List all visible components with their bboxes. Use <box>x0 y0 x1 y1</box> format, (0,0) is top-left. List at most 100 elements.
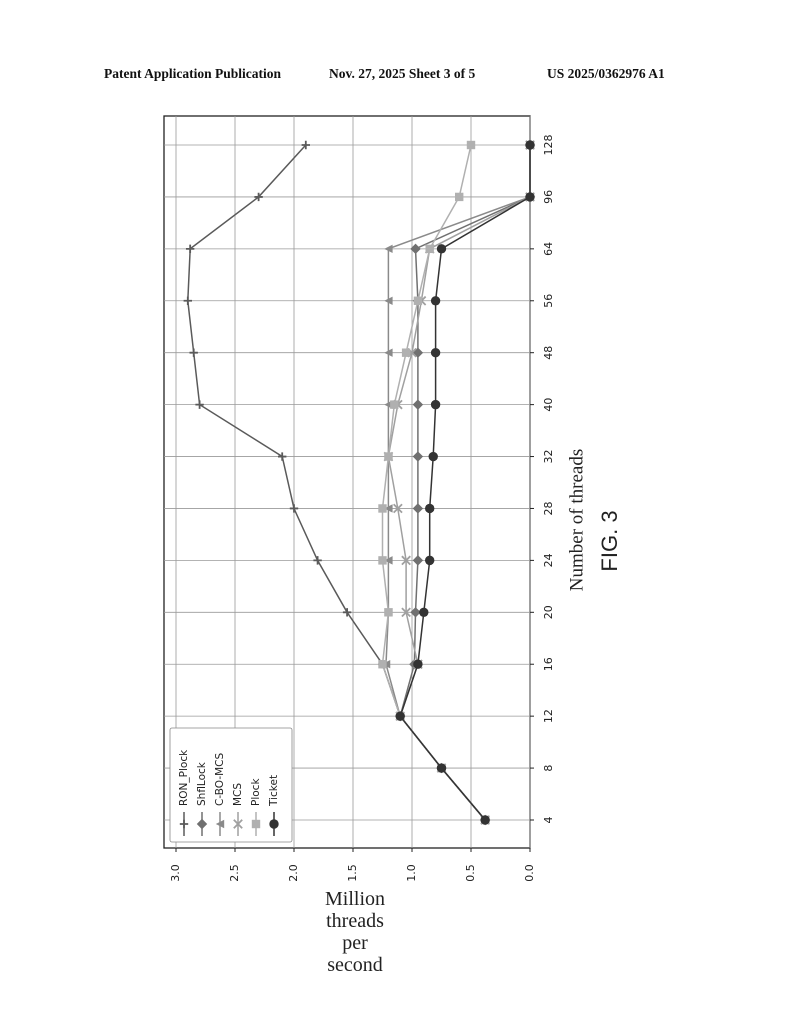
data-point <box>525 192 535 202</box>
legend-label: RON_Plock <box>178 749 190 806</box>
data-point <box>466 140 476 150</box>
data-point <box>525 140 535 150</box>
x-tick-label: 40 <box>542 398 555 412</box>
data-point <box>251 819 261 829</box>
data-point <box>425 244 434 254</box>
x-tick-label: 20 <box>542 605 555 619</box>
y-tick-label: 1.0 <box>405 864 418 882</box>
data-point <box>384 556 393 565</box>
x-tick-label: 8 <box>542 765 555 772</box>
legend: RON_Plock ShflLock C-BO-MCS MCS Plock Ticket <box>169 727 293 843</box>
data-point <box>278 452 287 461</box>
data-point <box>301 140 310 150</box>
y-axis-label-line: threads <box>326 910 384 932</box>
x-tick-label: 128 <box>542 135 555 156</box>
publication-label: Patent Application Publication <box>104 66 282 81</box>
data-point <box>384 244 393 254</box>
data-point <box>183 296 192 305</box>
data-point <box>430 296 441 306</box>
plot-area <box>163 115 531 849</box>
data-point <box>436 244 447 254</box>
series-line <box>399 145 531 821</box>
data-point <box>393 503 403 514</box>
y-tick-label: 3.0 <box>169 864 182 882</box>
data-point <box>378 504 387 513</box>
x-tick-label: 32 <box>542 450 555 464</box>
data-point <box>384 504 393 513</box>
data-point <box>384 608 393 617</box>
data-point <box>401 607 411 618</box>
legend-label: ShflLock <box>196 761 208 806</box>
data-point <box>425 555 435 566</box>
data-point <box>480 815 490 825</box>
data-point <box>378 660 387 669</box>
y-axis-label: Million threads per second <box>325 888 385 976</box>
x-tick-label: 28 <box>542 501 555 515</box>
legend-entry: Ticket <box>268 775 280 836</box>
data-point <box>196 818 208 830</box>
y-axis-label-line: Million <box>325 888 385 910</box>
legend-label: MCS <box>232 783 244 806</box>
data-point <box>401 348 411 357</box>
data-point <box>233 819 243 829</box>
data-point <box>289 504 299 513</box>
data-point <box>384 348 393 357</box>
legend-label: Ticket <box>268 775 280 807</box>
data-point <box>401 555 411 566</box>
data-point <box>410 607 421 618</box>
data-point <box>412 555 424 566</box>
legend-label: C-BO-MCS <box>214 752 226 806</box>
x-tick-label: 96 <box>542 190 555 204</box>
legend-entry: ShflLock <box>196 761 208 836</box>
data-point <box>189 348 198 357</box>
figure-label: FIG. 3 <box>597 510 622 571</box>
data-point <box>412 399 424 410</box>
data-point <box>342 608 352 617</box>
x-tick-label: 12 <box>542 709 555 723</box>
x-tick-label: 4 <box>542 817 555 824</box>
y-tick-label: 0.5 <box>464 864 477 882</box>
data-point <box>269 819 279 829</box>
data-point <box>412 451 424 462</box>
data-point <box>412 503 424 514</box>
data-point <box>413 659 423 669</box>
data-point <box>425 503 435 514</box>
data-point <box>254 192 263 202</box>
series-line <box>381 144 486 821</box>
y-tick-label: 1.5 <box>346 864 359 882</box>
y-tick-label: 0.0 <box>523 864 536 882</box>
data-point <box>436 763 447 773</box>
data-point <box>430 399 441 410</box>
data-point <box>428 451 438 462</box>
data-point <box>313 556 322 565</box>
x-tick-label: 16 <box>542 657 555 671</box>
y-tick-label: 2.5 <box>228 864 241 882</box>
legend-entry: C-BO-MCS <box>214 752 226 836</box>
legend-label: Plock <box>250 778 262 806</box>
y-axis-label-line: second <box>327 954 383 976</box>
x-tick-label: 56 <box>542 294 555 308</box>
data-point <box>215 819 225 829</box>
y-axis-label-line: per <box>342 932 368 954</box>
data-point <box>384 296 393 305</box>
data-point <box>455 192 464 202</box>
x-axis-label: Number of threads <box>566 449 587 591</box>
y-tick-label: 2.0 <box>287 864 300 882</box>
x-tick-label: 48 <box>542 346 555 360</box>
x-tick-label: 24 <box>542 553 555 567</box>
legend-entry: MCS <box>232 783 244 836</box>
data-point <box>195 400 204 409</box>
data-point <box>413 296 423 305</box>
patent-number: US 2025/0362976 A1 <box>547 66 665 81</box>
legend-entry: RON_Plock <box>178 749 190 836</box>
series-ticket <box>395 140 535 825</box>
page-header: Patent Application Publication Nov. 27, … <box>0 66 794 86</box>
data-point <box>179 819 189 829</box>
data-point <box>395 711 405 721</box>
data-point <box>410 243 421 255</box>
legend-entry: Plock <box>250 778 262 836</box>
data-point <box>384 452 393 461</box>
data-point <box>185 244 195 254</box>
legend-box <box>169 727 293 843</box>
